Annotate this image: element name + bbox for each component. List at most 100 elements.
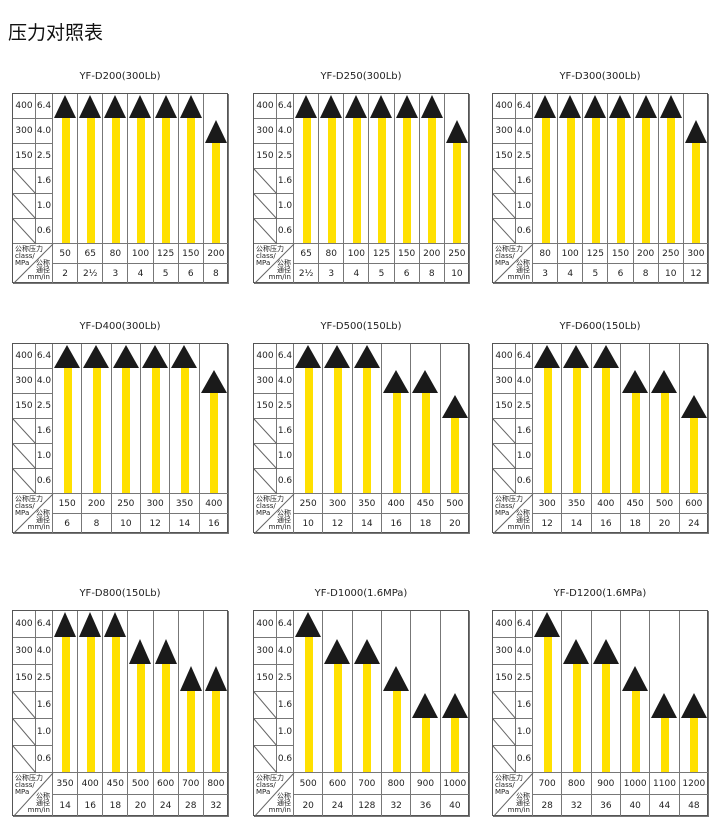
page-title: 压力对照表 [8,22,104,44]
pressure-chart: YF-D600(150Lb) 400 6.4 300 4.0 150 2.5 1.6 1.0 0.… [492,321,709,534]
dn-value: 800 [562,773,592,795]
arrow-head-icon [441,693,468,718]
column [440,611,470,773]
diagonal [254,193,278,220]
inch-value: 12 [323,514,353,534]
arrow-head-icon [563,639,590,664]
header-pressure-label: 公称压力 class/ MPa [15,245,43,267]
column [178,94,204,244]
chart-table: 400 6.4 300 4.0 150 2.5 1.6 1.0 0.6 公称压力 class/ M… [12,343,229,534]
dn-value: 300 [683,244,709,264]
pressure-bar [212,691,221,772]
inch-value: 8 [419,264,445,284]
column [319,94,345,244]
class-label [493,194,516,219]
chart-table: 400 6.4 300 4.0 150 2.5 1.6 1.0 0.6 公称压力 class/ M… [12,610,229,817]
dn-value: 250 [444,244,470,264]
inch-value: 2½ [294,264,320,284]
pressure-bar [661,718,669,772]
dn-value: 500 [650,494,680,514]
class-label [493,444,516,469]
pressure-bar [137,664,145,772]
diagonal-lines [254,418,295,534]
dn-value: 400 [382,494,412,514]
column [78,94,104,244]
inch-value: 36 [591,795,621,817]
dn-value: 600 [679,494,709,514]
header-cell: 公称压力 class/ MPa 公称 通径 mm/in [493,494,533,534]
inch-value: 24 [679,514,709,534]
mpa-label: 4.0 [516,119,533,144]
inch-value: 6 [178,264,204,284]
chart-title: YF-D500(150Lb) [320,321,402,332]
arrow-head-icon [584,95,607,118]
class-label: 400 [13,344,36,369]
mpa-label: 6.4 [277,344,294,369]
pressure-bar [543,637,552,772]
diagonal [254,745,278,774]
arrow-head-icon [592,639,619,664]
dn-value: 300 [141,494,171,514]
mpa-label: 1.6 [516,169,533,194]
column [621,344,651,494]
pressure-bar [151,368,160,493]
column [650,611,680,773]
column [103,94,129,244]
pressure-bar [210,393,219,493]
arrow-head-icon [295,95,317,118]
mpa-label: 1.6 [277,169,294,194]
mpa-label: 2.5 [277,665,294,692]
arrow-head-icon [651,693,678,718]
pressure-bar [422,393,430,493]
inch-value: 4 [558,264,584,284]
diagonal [13,468,37,495]
pressure-bar [304,368,313,493]
arrow-head-icon [320,95,343,118]
arrow-head-icon [142,345,168,368]
dn-value: 125 [153,244,179,264]
header-diagonal [13,493,54,534]
mpa-label: 1.6 [516,419,533,444]
mpa-label: 6.4 [36,94,53,119]
class-label [493,219,516,244]
pressure-bar [352,118,361,243]
diagonal [493,218,517,245]
header-diagonal [13,772,54,817]
class-label [254,194,277,219]
dn-value: 500 [128,773,154,795]
arrow-head-icon [345,95,368,118]
arrow-head-icon [104,612,127,637]
header-diagonal [254,772,295,817]
inch-value: 44 [650,795,680,817]
inch-value: 18 [103,795,129,817]
mpa-label: 2.5 [516,394,533,419]
inch-value: 8 [82,514,112,534]
column [111,344,141,494]
pressure-bar [111,118,120,243]
class-label: 400 [254,344,277,369]
inch-value: 14 [53,795,79,817]
dn-value: 65 [294,244,320,264]
column [650,344,680,494]
mpa-label: 2.5 [36,665,53,692]
header-diagonal [493,243,534,284]
inch-value: 4 [344,264,370,284]
arrow-head-icon [684,120,707,143]
class-label: 300 [13,638,36,665]
chart-title: YF-D400(300Lb) [79,321,161,332]
pressure-bar [543,368,552,493]
pressure-chart: YF-D200(300Lb) 400 6.4 300 4.0 150 2.5 1.6 1.0 0.… [12,71,229,284]
dn-value: 600 [153,773,179,795]
header-pressure-label: 公称压力 class/ MPa [495,495,523,517]
column [53,344,83,494]
diagonal [254,218,278,245]
pressure-bar [392,393,401,493]
dn-value: 400 [78,773,104,795]
arrow-head-icon [534,95,556,118]
column [78,611,104,773]
pressure-chart: YF-D250(300Lb) 400 6.4 300 4.0 150 2.5 1.6 1.0 0.… [253,71,470,284]
chart-table: 400 6.4 300 4.0 150 2.5 1.6 1.0 0.6 公称压力 class/ M… [253,343,470,534]
inch-value: 128 [352,795,382,817]
arrow-head-icon [441,395,468,418]
column [558,94,584,244]
